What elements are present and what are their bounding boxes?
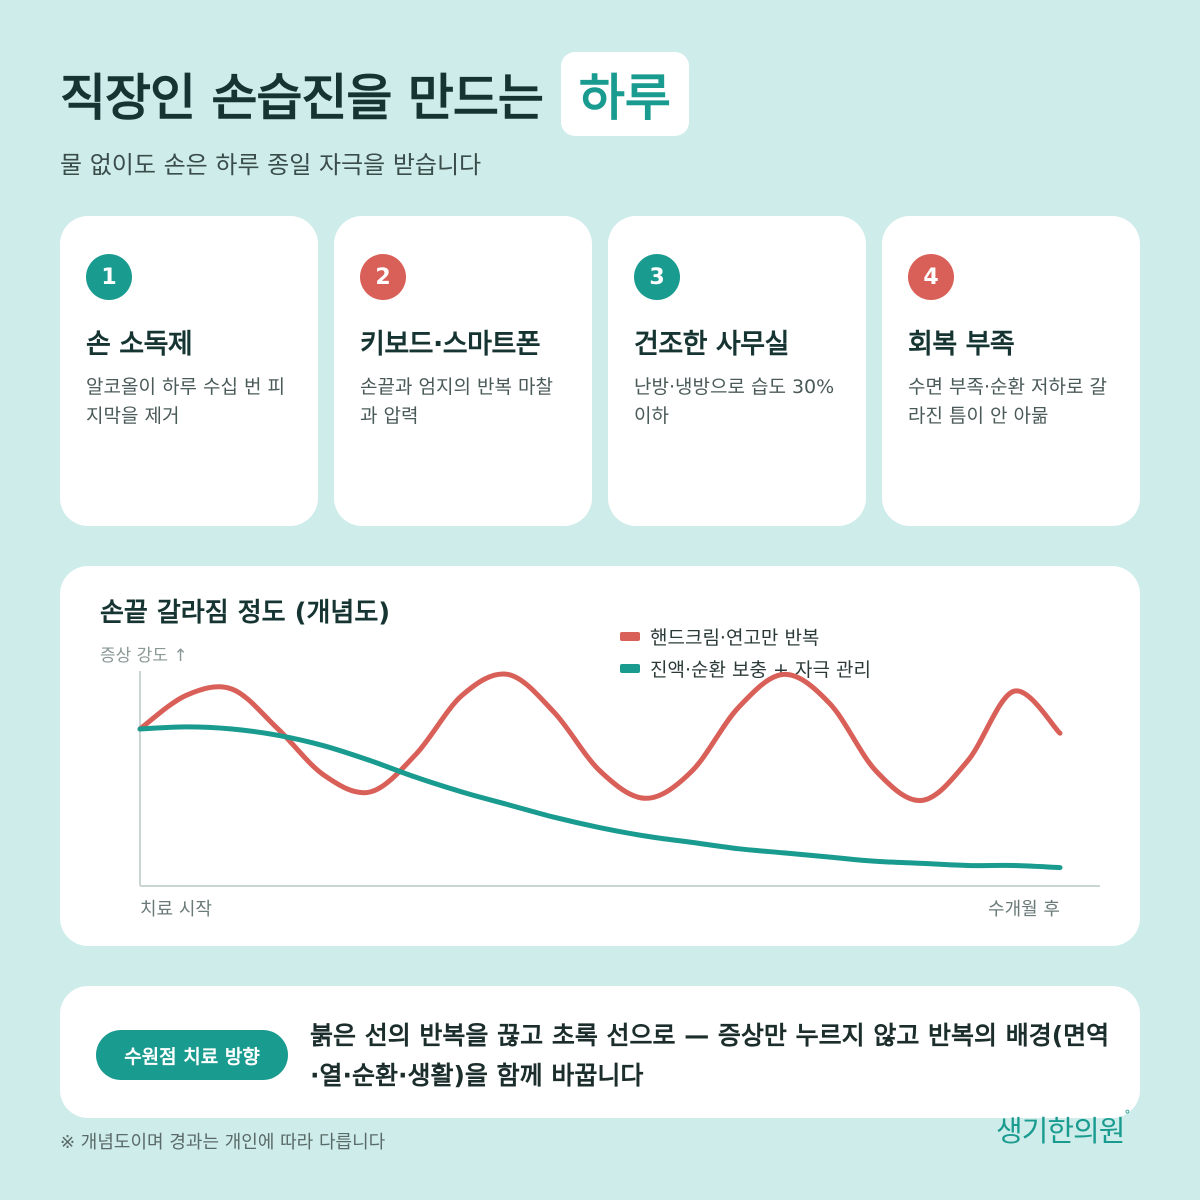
legend-swatch-red [620, 632, 640, 641]
cause-card-4: 4 회복 부족 수면 부족·순환 저하로 갈라진 틈이 안 아묾 [882, 216, 1140, 526]
clinic-logo: 생기한의원° [996, 1108, 1130, 1150]
card-number-badge: 4 [908, 254, 954, 300]
legend-label-teal: 진액·순환 보충 + 자극 관리 [650, 659, 871, 681]
page-subtitle: 물 없이도 손은 하루 종일 자극을 받습니다 [60, 151, 482, 179]
treatment-direction-panel: 수원점 치료 방향 붉은 선의 반복을 끊고 초록 선으로 — 증상만 누르지 … [60, 986, 1140, 1118]
legend-swatch-teal [620, 664, 640, 673]
x-tick-end: 수개월 후 [988, 899, 1060, 920]
card-title: 키보드·스마트폰 [360, 329, 541, 360]
chart-panel: 손끝 갈라짐 정도 (개념도) 증상 강도 ↑ 치료 시작 수개월 후 핸드크림… [60, 566, 1140, 946]
chart-title: 손끝 갈라짐 정도 (개념도) [100, 598, 391, 628]
series-layer [137, 671, 1063, 871]
logo-text: 생기한의원 [996, 1114, 1125, 1148]
cause-cards: 1 손 소독제 알코올이 하루 수십 번 피지막을 제거 2 키보드·스마트폰 … [60, 216, 1140, 526]
cause-card-1: 1 손 소독제 알코올이 하루 수십 번 피지막을 제거 [60, 216, 318, 526]
logo-mark: ° [1124, 1108, 1130, 1122]
card-description: 알코올이 하루 수십 번 피지막을 제거 [86, 376, 285, 427]
card-title: 회복 부족 [908, 329, 1015, 360]
card-number-badge: 3 [634, 254, 680, 300]
card-description: 손끝과 엄지의 반복 마찰과 압력 [360, 376, 553, 427]
treatment-message: 붉은 선의 반복을 끊고 초록 선으로 — 증상만 누르지 않고 반복의 배경(… [310, 1021, 1110, 1090]
line-chart: 증상 강도 ↑ 치료 시작 수개월 후 핸드크림·연고만 반복 진액·순환 보충… [100, 627, 1100, 920]
cause-card-3: 3 건조한 사무실 난방·냉방으로 습도 30% 이하 [608, 216, 866, 526]
chart-legend: 핸드크림·연고만 반복 진액·순환 보충 + 자극 관리 [620, 627, 871, 681]
page-title: 직장인 손습진을 만드는 [60, 69, 544, 127]
legend-label-red: 핸드크림·연고만 반복 [650, 627, 819, 649]
cause-card-2: 2 키보드·스마트폰 손끝과 엄지의 반복 마찰과 압력 [334, 216, 592, 526]
title-highlight: 하루 [560, 52, 689, 136]
card-number-badge: 2 [360, 254, 406, 300]
card-description: 난방·냉방으로 습도 30% 이하 [634, 376, 835, 427]
card-description: 수면 부족·순환 저하로 갈라진 틈이 안 아묾 [908, 376, 1107, 427]
series-line-cream-only [137, 671, 1063, 803]
page-title-row: 직장인 손습진을 만드는 하루 [60, 52, 689, 136]
series-line-treatment [137, 724, 1063, 871]
x-tick-start: 치료 시작 [140, 899, 212, 920]
card-number-badge: 1 [86, 254, 132, 300]
card-title: 건조한 사무실 [634, 329, 789, 360]
y-axis-label: 증상 강도 ↑ [100, 646, 188, 666]
footnote: ※ 개념도이며 경과는 개인에 따라 다릅니다 [60, 1132, 386, 1153]
card-title: 손 소독제 [86, 329, 193, 360]
treatment-direction-badge: 수원점 치료 방향 [96, 1030, 288, 1080]
